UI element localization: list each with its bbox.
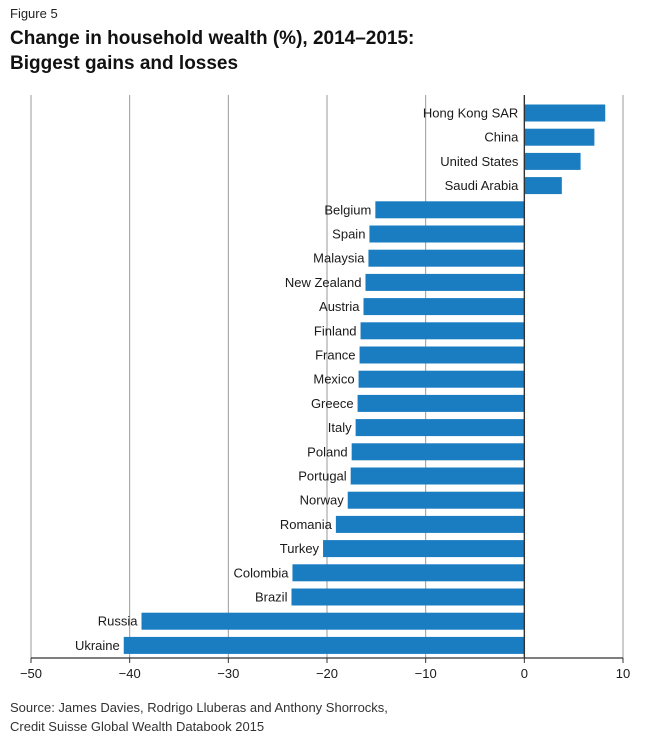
category-label: Russia: [98, 614, 139, 629]
source-note: Source: James Davies, Rodrigo Lluberas a…: [10, 698, 630, 736]
bar: [355, 419, 525, 437]
bar-chart: Hong Kong SAR China United States Saudi Ara…: [20, 95, 630, 681]
category-label: Hong Kong SAR: [423, 106, 518, 121]
bar: [323, 540, 525, 558]
bar: [291, 588, 525, 606]
x-tick-label: 10: [616, 666, 630, 681]
bar: [357, 394, 525, 412]
category-label: China: [484, 130, 519, 145]
bar: [292, 564, 525, 582]
category-label: Mexico: [313, 372, 354, 387]
bar: [359, 346, 525, 364]
chart-title-line-1: Change in household wealth (%), 2014–201…: [10, 28, 415, 49]
x-tick-label: −40: [119, 666, 141, 681]
category-label: Colombia: [234, 565, 290, 580]
bar: [524, 104, 606, 122]
category-label: Romania: [280, 517, 333, 532]
category-label: Greece: [311, 396, 354, 411]
category-label: Austria: [319, 299, 360, 314]
bar: [347, 491, 525, 509]
source-line-2: Credit Suisse Global Wealth Databook 201…: [10, 719, 265, 734]
x-tick-label: 0: [521, 666, 528, 681]
category-label: Malaysia: [313, 251, 365, 266]
bar: [524, 152, 581, 170]
bar: [351, 443, 525, 461]
figure-label: Figure 5: [10, 6, 58, 21]
bar: [368, 249, 525, 267]
x-tick-label: −30: [217, 666, 239, 681]
x-tick-label: −20: [316, 666, 338, 681]
bar: [123, 636, 525, 654]
chart-title-line-2: Biggest gains and losses: [10, 53, 239, 74]
category-label: France: [315, 348, 355, 363]
bar: [335, 515, 525, 533]
category-label: Poland: [307, 444, 347, 459]
category-label: Brazil: [255, 590, 288, 605]
x-tick-label: −10: [415, 666, 437, 681]
x-tick-label: −50: [20, 666, 42, 681]
bar: [375, 201, 525, 219]
bar: [358, 370, 525, 388]
bar: [360, 322, 525, 340]
source-line-1: Source: James Davies, Rodrigo Lluberas a…: [10, 700, 388, 715]
category-label: Turkey: [280, 541, 320, 556]
chart-title: Change in household wealth (%), 2014–201…: [10, 26, 630, 76]
bar: [369, 225, 525, 243]
category-label: New Zealand: [285, 275, 362, 290]
category-label: Norway: [300, 493, 345, 508]
category-label: Ukraine: [75, 638, 120, 653]
category-label: Finland: [314, 323, 357, 338]
bar: [524, 128, 595, 146]
bar: [350, 467, 525, 485]
bar: [524, 177, 562, 195]
bar: [141, 612, 525, 630]
bar: [365, 273, 525, 291]
bar: [363, 298, 525, 316]
category-label: Portugal: [298, 469, 347, 484]
category-label: United States: [440, 154, 519, 169]
category-label: Saudi Arabia: [445, 178, 519, 193]
category-label: Belgium: [324, 202, 371, 217]
category-label: Spain: [332, 227, 365, 242]
category-label: Italy: [328, 420, 352, 435]
